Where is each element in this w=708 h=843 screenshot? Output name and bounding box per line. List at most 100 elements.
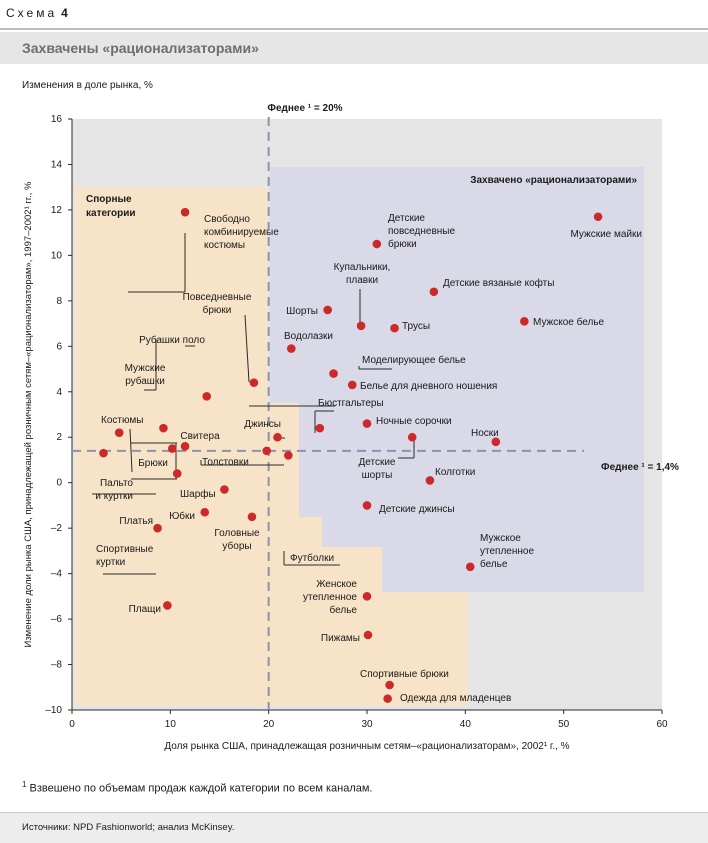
point-label: Повседневные брюки bbox=[183, 292, 252, 316]
data-point bbox=[362, 592, 372, 601]
contested-region bbox=[75, 187, 468, 706]
x-tick-label: 20 bbox=[263, 719, 275, 730]
point-label: Толстовки bbox=[202, 457, 249, 468]
point-label: Мужское белье bbox=[533, 316, 605, 328]
point-label: Ночные сорочки bbox=[376, 416, 452, 427]
data-point bbox=[168, 444, 177, 453]
point-label: Женское утепленное белье bbox=[303, 579, 357, 616]
x-tick-label: 40 bbox=[460, 719, 472, 730]
point-label: Шарфы bbox=[180, 488, 216, 500]
data-point bbox=[99, 448, 108, 458]
data-point bbox=[163, 601, 172, 610]
data-point bbox=[273, 432, 282, 442]
data-point bbox=[425, 476, 435, 485]
y-tick-label: –10 bbox=[45, 705, 62, 716]
data-point bbox=[329, 369, 338, 378]
point-label: Носки bbox=[471, 428, 499, 439]
point-label: Детские повседневные брюки bbox=[388, 213, 455, 250]
point-label: Детские вязаные кофты bbox=[443, 277, 554, 289]
y-tick-label: –2 bbox=[51, 523, 63, 534]
x-tick-label: 60 bbox=[656, 719, 668, 730]
data-point bbox=[159, 423, 168, 433]
scheme-label: Схема 4 bbox=[6, 6, 68, 20]
data-point bbox=[200, 507, 210, 517]
captured-region bbox=[270, 167, 644, 592]
footnote-marker: 1 bbox=[22, 780, 27, 789]
point-label: Головные уборы bbox=[214, 528, 260, 552]
point-label: Платья bbox=[119, 516, 153, 527]
data-point bbox=[172, 469, 182, 478]
point-label: Бюстгальтеры bbox=[318, 398, 384, 409]
data-point bbox=[347, 380, 357, 390]
y-tick-label: 2 bbox=[56, 432, 62, 443]
y-tick-label: –6 bbox=[51, 614, 63, 625]
region-label-contested-1: Спорные bbox=[86, 194, 132, 205]
point-label: Трусы bbox=[402, 321, 430, 332]
footnote-text: Взвешено по объемам продаж каждой катего… bbox=[29, 782, 373, 795]
point-label: Детские шорты bbox=[359, 457, 396, 481]
y-tick-label: 16 bbox=[51, 114, 63, 125]
point-label: Юбки bbox=[169, 510, 195, 522]
point-label: Костюмы bbox=[101, 415, 143, 426]
y-tick-label: –8 bbox=[51, 660, 63, 671]
point-label: Водолазки bbox=[284, 331, 333, 342]
point-label: Свободно комбинируемые костюмы bbox=[204, 213, 279, 251]
point-label: Детские джинсы bbox=[379, 504, 455, 515]
y-tick-label: 4 bbox=[56, 387, 62, 398]
data-point bbox=[407, 432, 417, 442]
point-label: Футболки bbox=[290, 552, 334, 564]
chart-subtitle: Изменения в доле рынка, % bbox=[22, 80, 153, 91]
point-label: Рубашки поло bbox=[139, 334, 205, 346]
point-label: Моделирующее белье bbox=[362, 354, 466, 366]
data-point bbox=[220, 485, 229, 494]
data-point bbox=[180, 442, 190, 451]
point-label: Брюки bbox=[138, 458, 168, 469]
mean-x-label: Феднее ¹ = 20% bbox=[267, 103, 342, 114]
data-point bbox=[593, 212, 603, 222]
point-label: Шорты bbox=[286, 306, 318, 317]
data-point bbox=[465, 562, 475, 572]
y-tick-label: 8 bbox=[56, 296, 62, 307]
point-label: Пальто и куртки bbox=[95, 478, 133, 502]
x-axis-label: Доля рынка США, принадлежащая розничным … bbox=[164, 741, 569, 752]
scheme-header: Схема 4 bbox=[0, 0, 120, 28]
point-label: Белье для дневного ношения bbox=[360, 381, 497, 392]
x-tick-label: 10 bbox=[165, 719, 177, 730]
point-label: Свитера bbox=[180, 431, 220, 442]
leader-line bbox=[129, 428, 133, 473]
data-point bbox=[363, 630, 373, 640]
y-tick-label: 14 bbox=[51, 159, 63, 170]
point-label: Спортивные куртки bbox=[96, 544, 154, 568]
header-rule bbox=[0, 28, 708, 30]
point-label: Джинсы bbox=[244, 419, 281, 430]
data-point bbox=[249, 378, 259, 387]
point-label: Плащи bbox=[129, 604, 161, 615]
x-tick-label: 30 bbox=[361, 719, 373, 730]
data-point bbox=[356, 321, 366, 331]
x-tick-label: 50 bbox=[558, 719, 570, 730]
point-label: Мужские рубашки bbox=[125, 363, 166, 387]
point-label: Мужское утепленное белье bbox=[480, 533, 534, 570]
leader-line bbox=[244, 314, 250, 383]
point-label: Колготки bbox=[435, 467, 475, 478]
scheme-number: 4 bbox=[61, 6, 68, 20]
data-point bbox=[284, 451, 293, 460]
data-point bbox=[372, 239, 382, 249]
point-label: Спортивные брюки bbox=[360, 668, 449, 680]
data-point bbox=[323, 305, 332, 315]
data-point bbox=[315, 423, 325, 433]
region-label-contested-2: категории bbox=[86, 208, 136, 219]
data-point bbox=[385, 680, 394, 690]
footnote: 1 Взвешено по объемам продаж каждой кате… bbox=[22, 780, 373, 795]
data-point bbox=[429, 287, 439, 297]
data-point bbox=[114, 428, 124, 437]
point-label: Купальники, плавки bbox=[334, 262, 391, 286]
data-point bbox=[286, 344, 296, 353]
data-point bbox=[362, 419, 372, 428]
footer-band bbox=[0, 813, 708, 843]
region-label-captured: Захвачено «рационализаторами» bbox=[470, 175, 637, 186]
source-note: Источники: NPD Fashionworld; анализ McKi… bbox=[22, 822, 235, 833]
data-point bbox=[520, 317, 529, 326]
data-point bbox=[247, 512, 257, 522]
point-label: Одежда для младенцев bbox=[400, 693, 511, 704]
